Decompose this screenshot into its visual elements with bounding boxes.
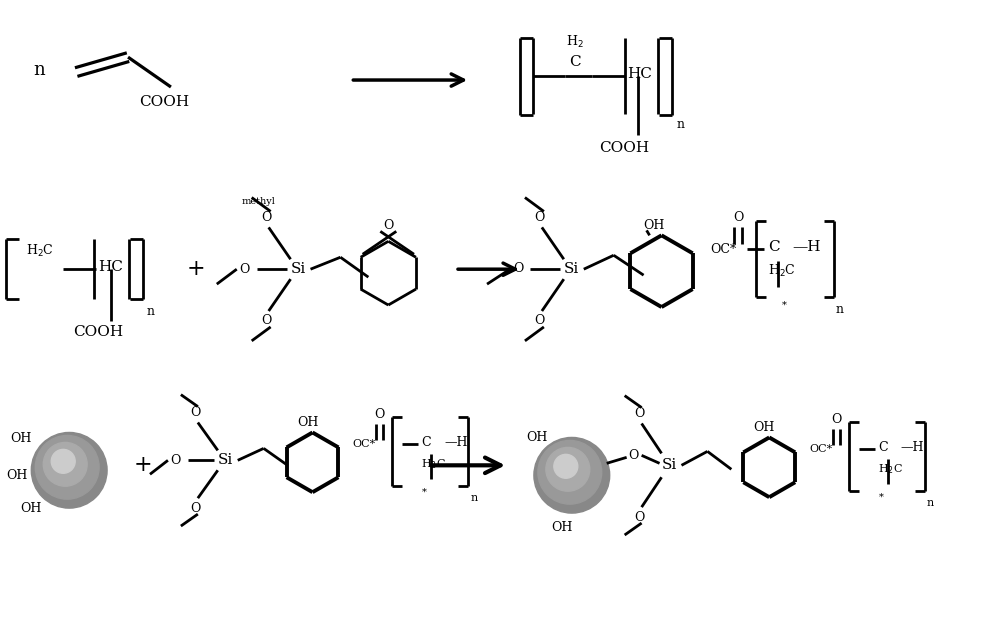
Text: O: O [374,408,385,421]
Text: C: C [768,240,780,255]
Text: HC: HC [628,67,653,81]
Text: *: * [879,493,883,502]
Text: O: O [383,219,393,232]
Text: COOH: COOH [600,141,650,155]
Text: O: O [535,211,545,224]
Circle shape [554,454,578,478]
Text: O: O [831,413,841,426]
Text: OH: OH [7,469,28,482]
Text: O: O [628,449,639,462]
Text: O: O [261,211,272,224]
Text: OH: OH [551,520,573,534]
Text: H$_2$C: H$_2$C [768,263,796,279]
Circle shape [546,447,590,491]
Text: Si: Si [291,262,306,276]
Text: *: * [782,301,787,310]
Text: n: n [33,61,45,79]
Text: O: O [513,261,523,275]
Text: n: n [470,493,477,503]
Text: OH: OH [644,219,665,232]
Circle shape [534,437,610,513]
Text: +: + [134,454,152,476]
Text: OH: OH [11,432,32,445]
Text: Si: Si [662,458,677,472]
Text: COOH: COOH [73,325,123,339]
Text: OC*: OC* [710,243,737,256]
Circle shape [538,441,602,504]
Text: H$_2$C: H$_2$C [26,243,54,260]
Circle shape [43,442,87,486]
Text: n: n [927,498,934,508]
Text: C: C [421,436,431,449]
Text: n: n [836,303,844,316]
Text: H$_2$C: H$_2$C [878,462,903,476]
Text: Si: Si [218,454,233,467]
Text: HC: HC [98,260,123,274]
Text: Si: Si [564,262,579,276]
Text: —H: —H [901,441,924,454]
Text: —H: —H [792,240,821,255]
Text: O: O [634,510,645,524]
Text: O: O [261,314,272,328]
Text: OH: OH [297,416,318,429]
Text: OH: OH [21,502,42,515]
Text: +: + [187,258,205,280]
Text: *: * [422,488,427,497]
Text: methyl: methyl [242,197,276,206]
Text: OC*: OC* [809,444,832,454]
Text: OH: OH [526,431,548,444]
Text: O: O [733,211,744,224]
Text: C: C [569,55,581,69]
Text: H$_2$C: H$_2$C [421,457,446,471]
Text: n: n [677,119,685,131]
Text: O: O [535,314,545,328]
Text: COOH: COOH [139,95,189,109]
Text: O: O [171,454,181,467]
Text: O: O [240,263,250,276]
Text: O: O [191,406,201,419]
Text: C: C [878,441,888,454]
Circle shape [51,449,75,473]
Text: H$_2$: H$_2$ [566,34,584,51]
Text: O: O [191,502,201,515]
Text: OC*: OC* [352,439,376,449]
Circle shape [31,432,107,508]
Text: —H: —H [444,436,468,449]
Text: OH: OH [754,421,775,434]
Text: O: O [634,407,645,420]
Circle shape [35,436,99,499]
Text: n: n [147,305,155,318]
